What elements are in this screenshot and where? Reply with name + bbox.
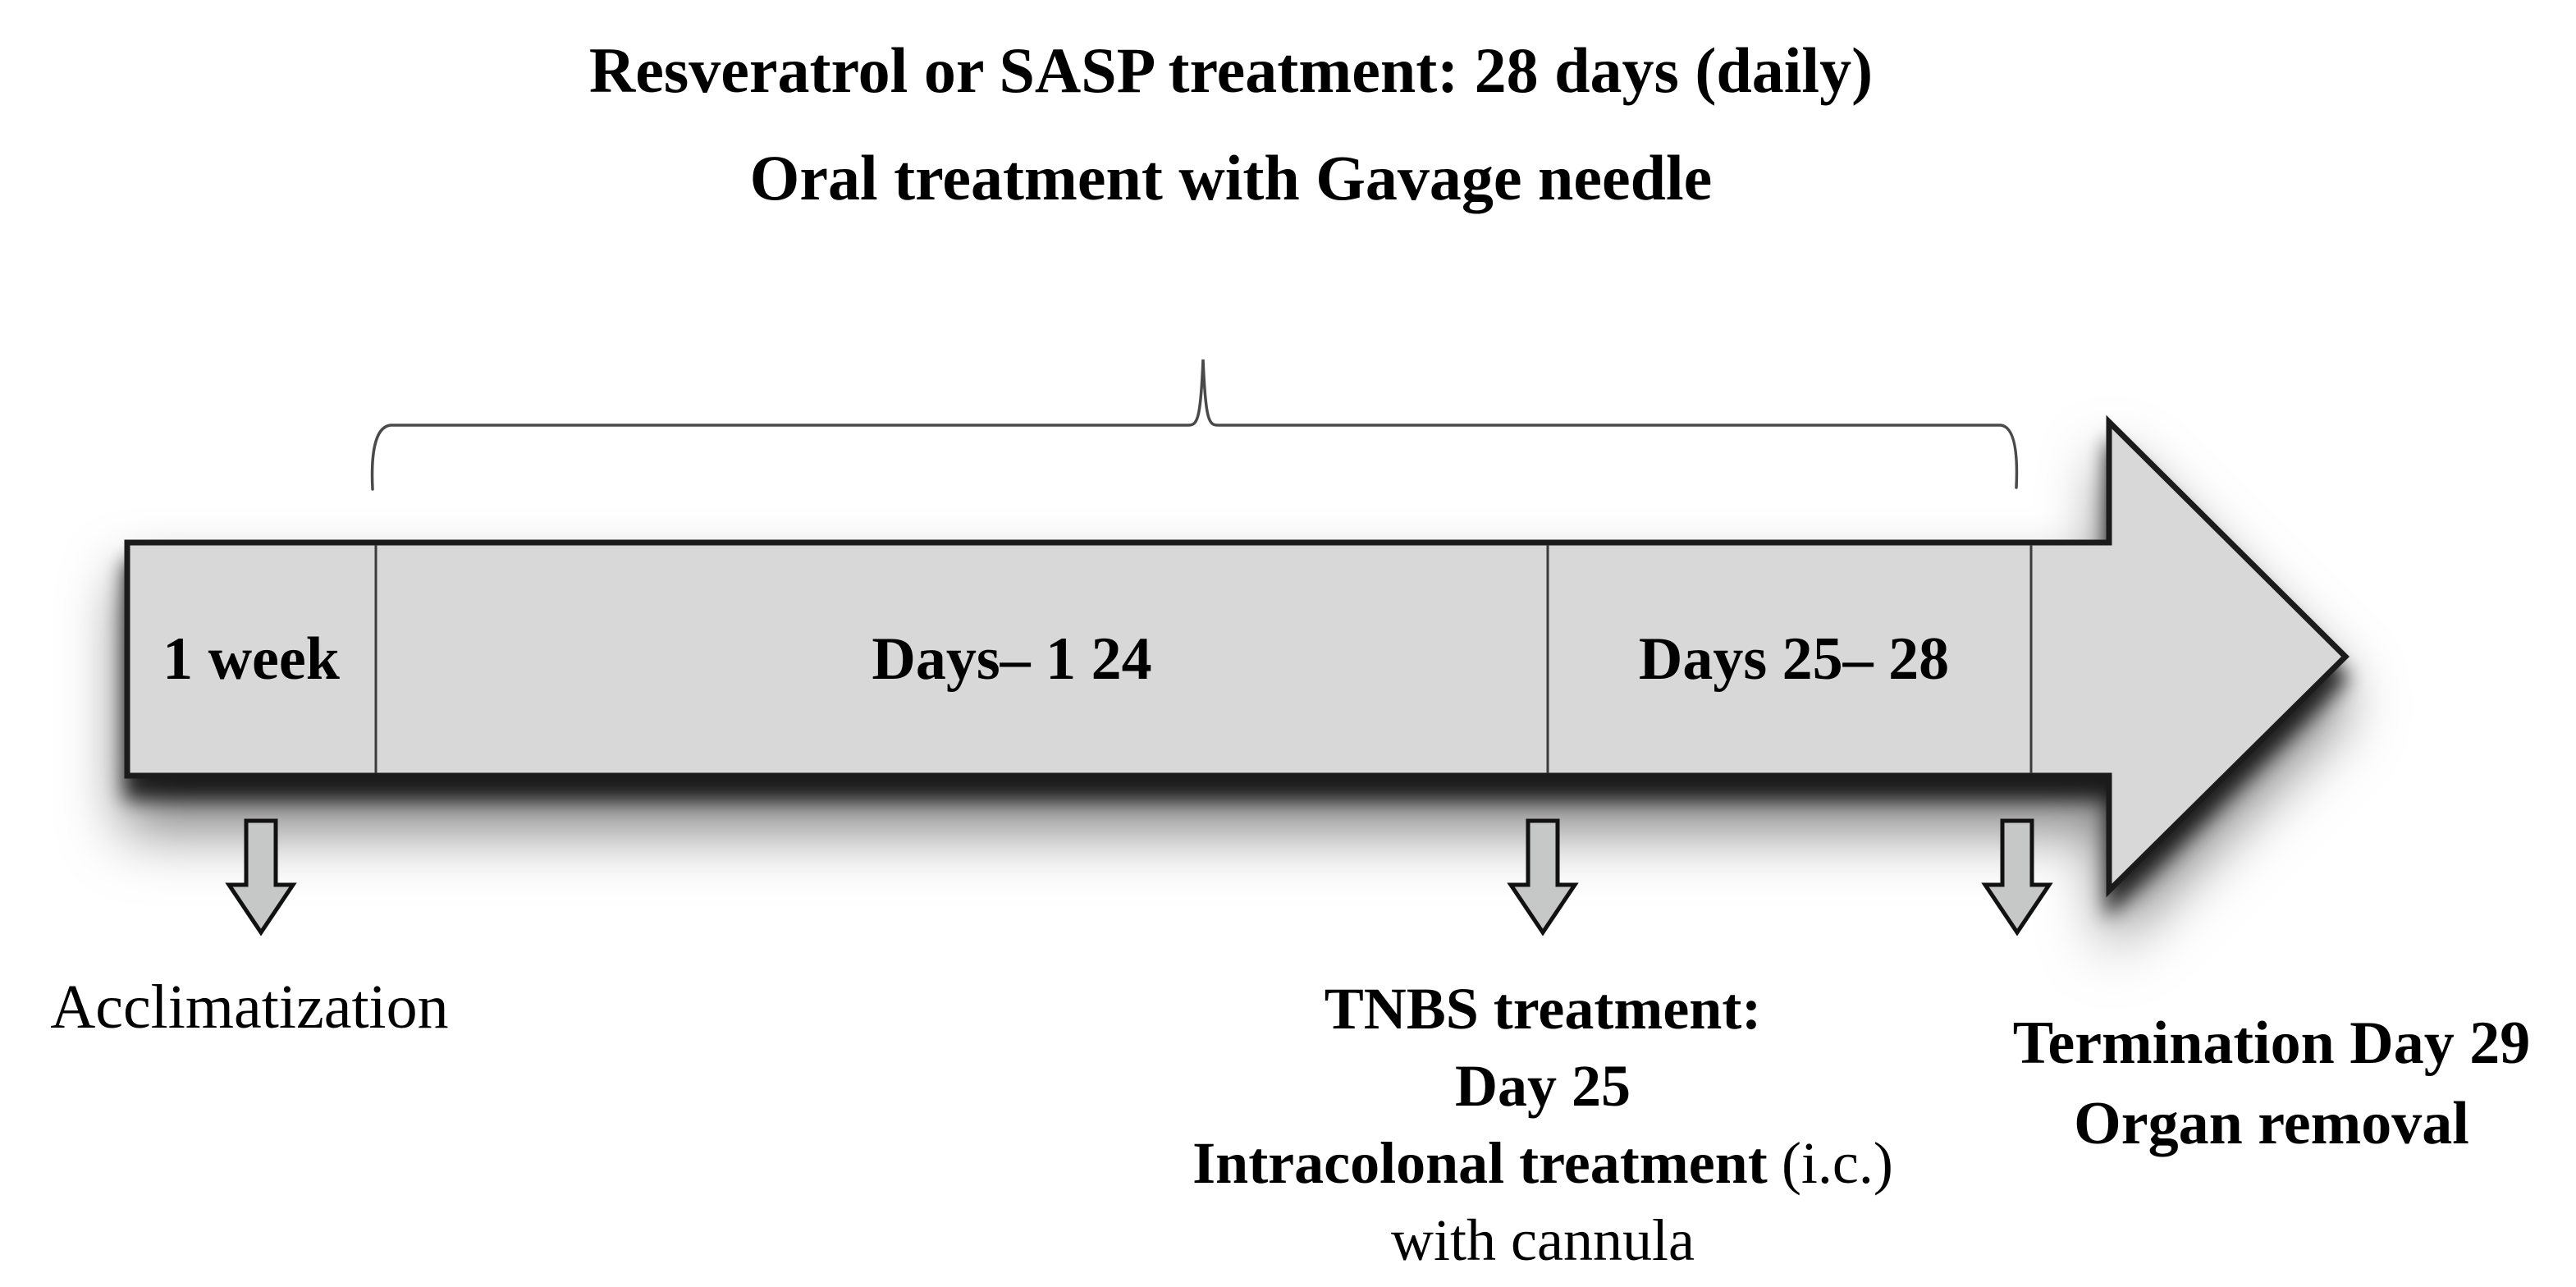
termination-label-line1: Termination Day 29 [2012,1010,2531,1077]
segment-label-1-week: 1 week [162,625,340,693]
figure-title: Resveratrol or SASP treatment: 28 days (… [589,16,1873,231]
timeline-right-arrow-shape [124,414,2350,898]
tnbs-label-line3-bold: Intracolonal treatment [1192,1130,1768,1196]
segment-dividers [374,545,2033,773]
tnbs-label-line1: TNBS treatment: [1324,976,1762,1042]
event-arrows [225,818,2053,937]
tnbs-label-line3: Intracolonal treatment (i.c.) [1192,1124,1893,1202]
acclimatization-label: Acclimatization [50,973,449,1042]
tnbs-label-line2: Day 25 [1455,1053,1631,1119]
acclimatization-down-arrow-icon [225,818,297,937]
tnbs-label-line4: with cannula [1391,1207,1695,1273]
figure-title-line2: Oral treatment with Gavage needle [749,142,1713,213]
segment-label-days-25-28: Days 25– 28 [1638,625,1950,693]
treatment-span-brace [370,359,2019,491]
tnbs-label-line3-normal: (i.c.) [1781,1130,1893,1196]
termination-label-line2: Organ removal [2074,1090,2469,1157]
termination-down-arrow-icon [1981,818,2053,937]
tnbs-label: TNBS treatment: Day 25 Intracolonal trea… [1192,970,1893,1279]
tnbs-down-arrow-icon [1507,818,1579,937]
figure-title-line1: Resveratrol or SASP treatment: 28 days (… [588,34,1874,106]
segment-label-days-1-24: Days– 1 24 [872,625,1152,693]
termination-label: Termination Day 29 Organ removal [2013,1003,2530,1164]
timeline-arrow-group [124,414,2350,898]
